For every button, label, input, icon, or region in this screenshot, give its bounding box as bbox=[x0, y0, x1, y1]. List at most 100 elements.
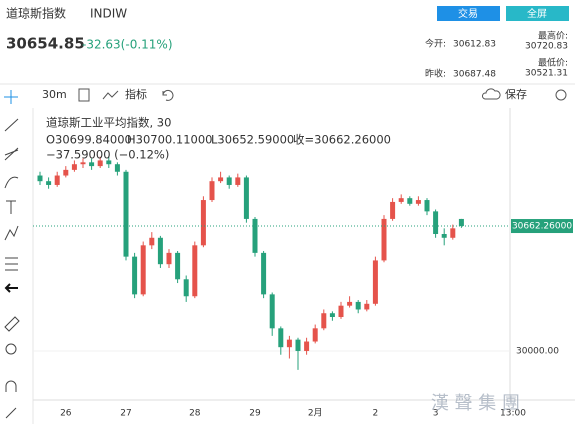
fib-tool[interactable] bbox=[4, 147, 19, 161]
stat-label: 昨收: bbox=[425, 68, 446, 80]
candle-body bbox=[97, 160, 103, 167]
candle-body bbox=[304, 341, 310, 351]
save[interactable]: 保存 bbox=[505, 87, 527, 101]
plot: 30000.00 26 27 28 29 2月 2 3 13:00 30662.26000 bbox=[33, 156, 573, 419]
candle-body bbox=[80, 162, 86, 165]
candle-body bbox=[278, 328, 284, 348]
candle-body bbox=[433, 211, 439, 235]
candle-body bbox=[407, 198, 413, 204]
price: 30654.85 bbox=[6, 35, 85, 53]
x-tick-label: 27 bbox=[120, 409, 131, 419]
settings-icon[interactable] bbox=[555, 89, 567, 101]
candle-body bbox=[372, 260, 378, 304]
indicator-icon[interactable] bbox=[102, 90, 119, 100]
stat-label: 最高价: bbox=[538, 30, 568, 42]
candle-body bbox=[37, 175, 43, 182]
candle-body bbox=[157, 237, 163, 265]
candle-body bbox=[269, 294, 275, 329]
watermark: 漢 聲 集 團 bbox=[431, 393, 520, 414]
legend-close: 收=30662.26000 bbox=[293, 133, 391, 147]
candle-body bbox=[424, 200, 430, 212]
undo-icon[interactable] bbox=[162, 89, 174, 101]
candle-body bbox=[183, 279, 189, 297]
measure-tool[interactable] bbox=[5, 257, 18, 271]
zoom-tool[interactable] bbox=[5, 343, 17, 355]
candle-body bbox=[415, 200, 421, 204]
candle-body bbox=[295, 339, 301, 351]
interval[interactable]: 30m bbox=[42, 88, 67, 101]
candle-body bbox=[347, 301, 353, 306]
x-tick-label: 29 bbox=[249, 409, 261, 419]
candle-body bbox=[364, 303, 370, 310]
candle-body bbox=[54, 175, 60, 185]
candle-body bbox=[381, 218, 387, 261]
candle-body bbox=[450, 228, 456, 238]
candle-body bbox=[398, 198, 404, 202]
legend-high: H30700.11000 bbox=[127, 133, 212, 147]
fullscreen-label[interactable]: 全屏 bbox=[527, 7, 547, 20]
candle-body bbox=[312, 328, 318, 342]
candle-body bbox=[114, 164, 120, 172]
x-tick-label: 3 bbox=[433, 409, 439, 419]
trade-label[interactable]: 交易 bbox=[458, 7, 478, 20]
stat-value: 30687.48 bbox=[453, 70, 496, 80]
candle-body bbox=[286, 339, 292, 348]
back-tool[interactable] bbox=[4, 283, 18, 293]
index-name: 道琼斯指数 bbox=[6, 6, 66, 21]
legend-low: L30652.59000 bbox=[211, 133, 294, 147]
fullscreen-button[interactable] bbox=[506, 6, 569, 21]
stat-label: 最低价: bbox=[538, 57, 568, 69]
candle-body bbox=[338, 305, 344, 318]
candle-body bbox=[132, 256, 138, 295]
cloud-icon[interactable] bbox=[481, 88, 501, 100]
candle-body bbox=[261, 252, 267, 295]
candle-body bbox=[149, 237, 155, 246]
candle-icon[interactable] bbox=[78, 88, 90, 102]
magnet-tool[interactable] bbox=[5, 380, 17, 392]
stat-value: 30720.83 bbox=[525, 42, 568, 52]
trade-button[interactable] bbox=[437, 6, 500, 21]
candle-body bbox=[200, 200, 206, 246]
x-tick-label: 28 bbox=[189, 409, 201, 419]
candle-body bbox=[175, 252, 181, 280]
x-tick-label: 2月 bbox=[308, 408, 323, 419]
candle-body bbox=[252, 218, 258, 253]
drawing-tools[interactable] bbox=[4, 90, 20, 419]
candle-body bbox=[71, 164, 77, 170]
last-price-tag bbox=[511, 219, 573, 234]
pencil-tool[interactable] bbox=[5, 407, 17, 419]
crosshair-tool[interactable] bbox=[4, 90, 18, 104]
pattern-tool[interactable] bbox=[4, 225, 19, 241]
candle-body bbox=[441, 234, 447, 238]
text-tool[interactable] bbox=[6, 200, 16, 214]
last-price-label: 30662.26000 bbox=[512, 222, 572, 232]
candle-body bbox=[140, 245, 146, 295]
candle-body bbox=[390, 201, 396, 219]
candle-body bbox=[123, 171, 129, 257]
x-tick-label: 13:00 bbox=[500, 409, 526, 419]
x-tick-label: 2 bbox=[373, 409, 379, 419]
candle-body bbox=[218, 177, 224, 182]
legend-title: 道琼斯工业平均指数, 30 bbox=[46, 116, 171, 130]
index-code: INDIW bbox=[90, 7, 127, 21]
y-tick-label: 30000.00 bbox=[516, 346, 559, 356]
candle-body bbox=[106, 160, 112, 165]
candle-body bbox=[235, 177, 241, 185]
candle-body bbox=[192, 245, 198, 297]
candle-body bbox=[243, 177, 249, 219]
line-tool[interactable] bbox=[4, 118, 19, 132]
candle-body bbox=[226, 177, 232, 185]
stat-label: 今开: bbox=[425, 38, 446, 50]
candle-body bbox=[89, 162, 95, 167]
legend-change: −37.59000 (−0.12%) bbox=[46, 148, 169, 162]
indicator[interactable]: 指标 bbox=[125, 87, 147, 101]
candle-body bbox=[458, 218, 464, 227]
candle-body bbox=[63, 169, 69, 176]
candle-body bbox=[166, 252, 172, 265]
stat-value: 30521.31 bbox=[525, 69, 568, 79]
candle-body bbox=[46, 181, 52, 185]
ruler-tool[interactable] bbox=[4, 316, 20, 332]
brush-tool[interactable] bbox=[4, 176, 19, 189]
candle-body bbox=[321, 313, 327, 329]
